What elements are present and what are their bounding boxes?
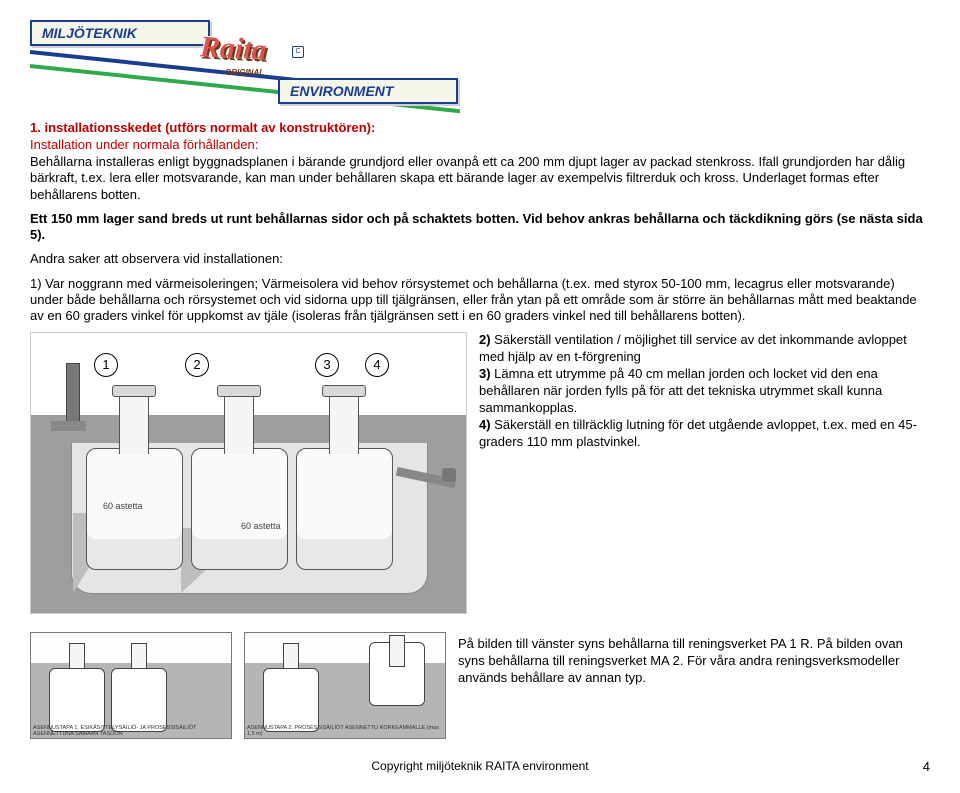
angle-label: 60 astetta: [103, 501, 143, 511]
thumbnail-diagram-2: ASENNUSTAPA 2: PROSESSISÄILIÖT ASENNETTU…: [244, 632, 446, 739]
thumbnail-diagram-1: ASENNUSTAPA 1: ESIKÄSITTELYSÄILIÖ- JA PR…: [30, 632, 232, 739]
banner-env-top: MILJÖTEKNIK: [30, 20, 210, 46]
paragraph-insulation: 1) Var noggrann med värmeisoleringen; Vä…: [30, 276, 930, 325]
paragraph-intro: Behållarna installeras enligt byggnadspl…: [30, 154, 930, 203]
paragraph-lead: Andra saker att observera vid installati…: [30, 251, 930, 267]
tank-icon: [191, 448, 288, 570]
paragraph-sand-bold: Ett 150 mm lager sand breds ut runt behå…: [30, 211, 923, 242]
section-heading: 1. installationsskedet (utförs normalt a…: [30, 120, 930, 135]
copyright: Copyright miljöteknik RAITA environment: [371, 759, 588, 773]
tank-icon: [296, 448, 393, 570]
thumb-caption: ASENNUSTAPA 2: PROSESSISÄILIÖT ASENNETTU…: [247, 725, 443, 737]
thumbnail-text: På bilden till vänster syns behållarna t…: [458, 632, 930, 739]
angle-label: 60 astetta: [241, 521, 281, 531]
brand-sub: ORIGINAL: [225, 68, 264, 77]
thumb-caption: ASENNUSTAPA 1: ESIKÄSITTELYSÄILIÖ- JA PR…: [33, 725, 229, 737]
page-number: 4: [923, 759, 930, 774]
vent-pipe-icon: [66, 363, 80, 423]
brand-mark: C: [292, 46, 304, 58]
section-subheading: Installation under normala förhållanden:: [30, 137, 930, 152]
brand-logo: Raita: [199, 30, 267, 67]
banner-env-bottom: ENVIRONMENT: [278, 78, 458, 104]
paragraph-sand: Ett 150 mm lager sand breds ut runt behå…: [30, 211, 930, 244]
steps-text: 2) Säkerställ ventilation / möjlighet ti…: [479, 332, 930, 614]
brand-banner: MILJÖTEKNIK Raita ORIGINAL C ENVIRONMENT: [30, 20, 460, 105]
installation-diagram: 1 2 3 4 60 astetta 60 astetta: [30, 332, 467, 614]
